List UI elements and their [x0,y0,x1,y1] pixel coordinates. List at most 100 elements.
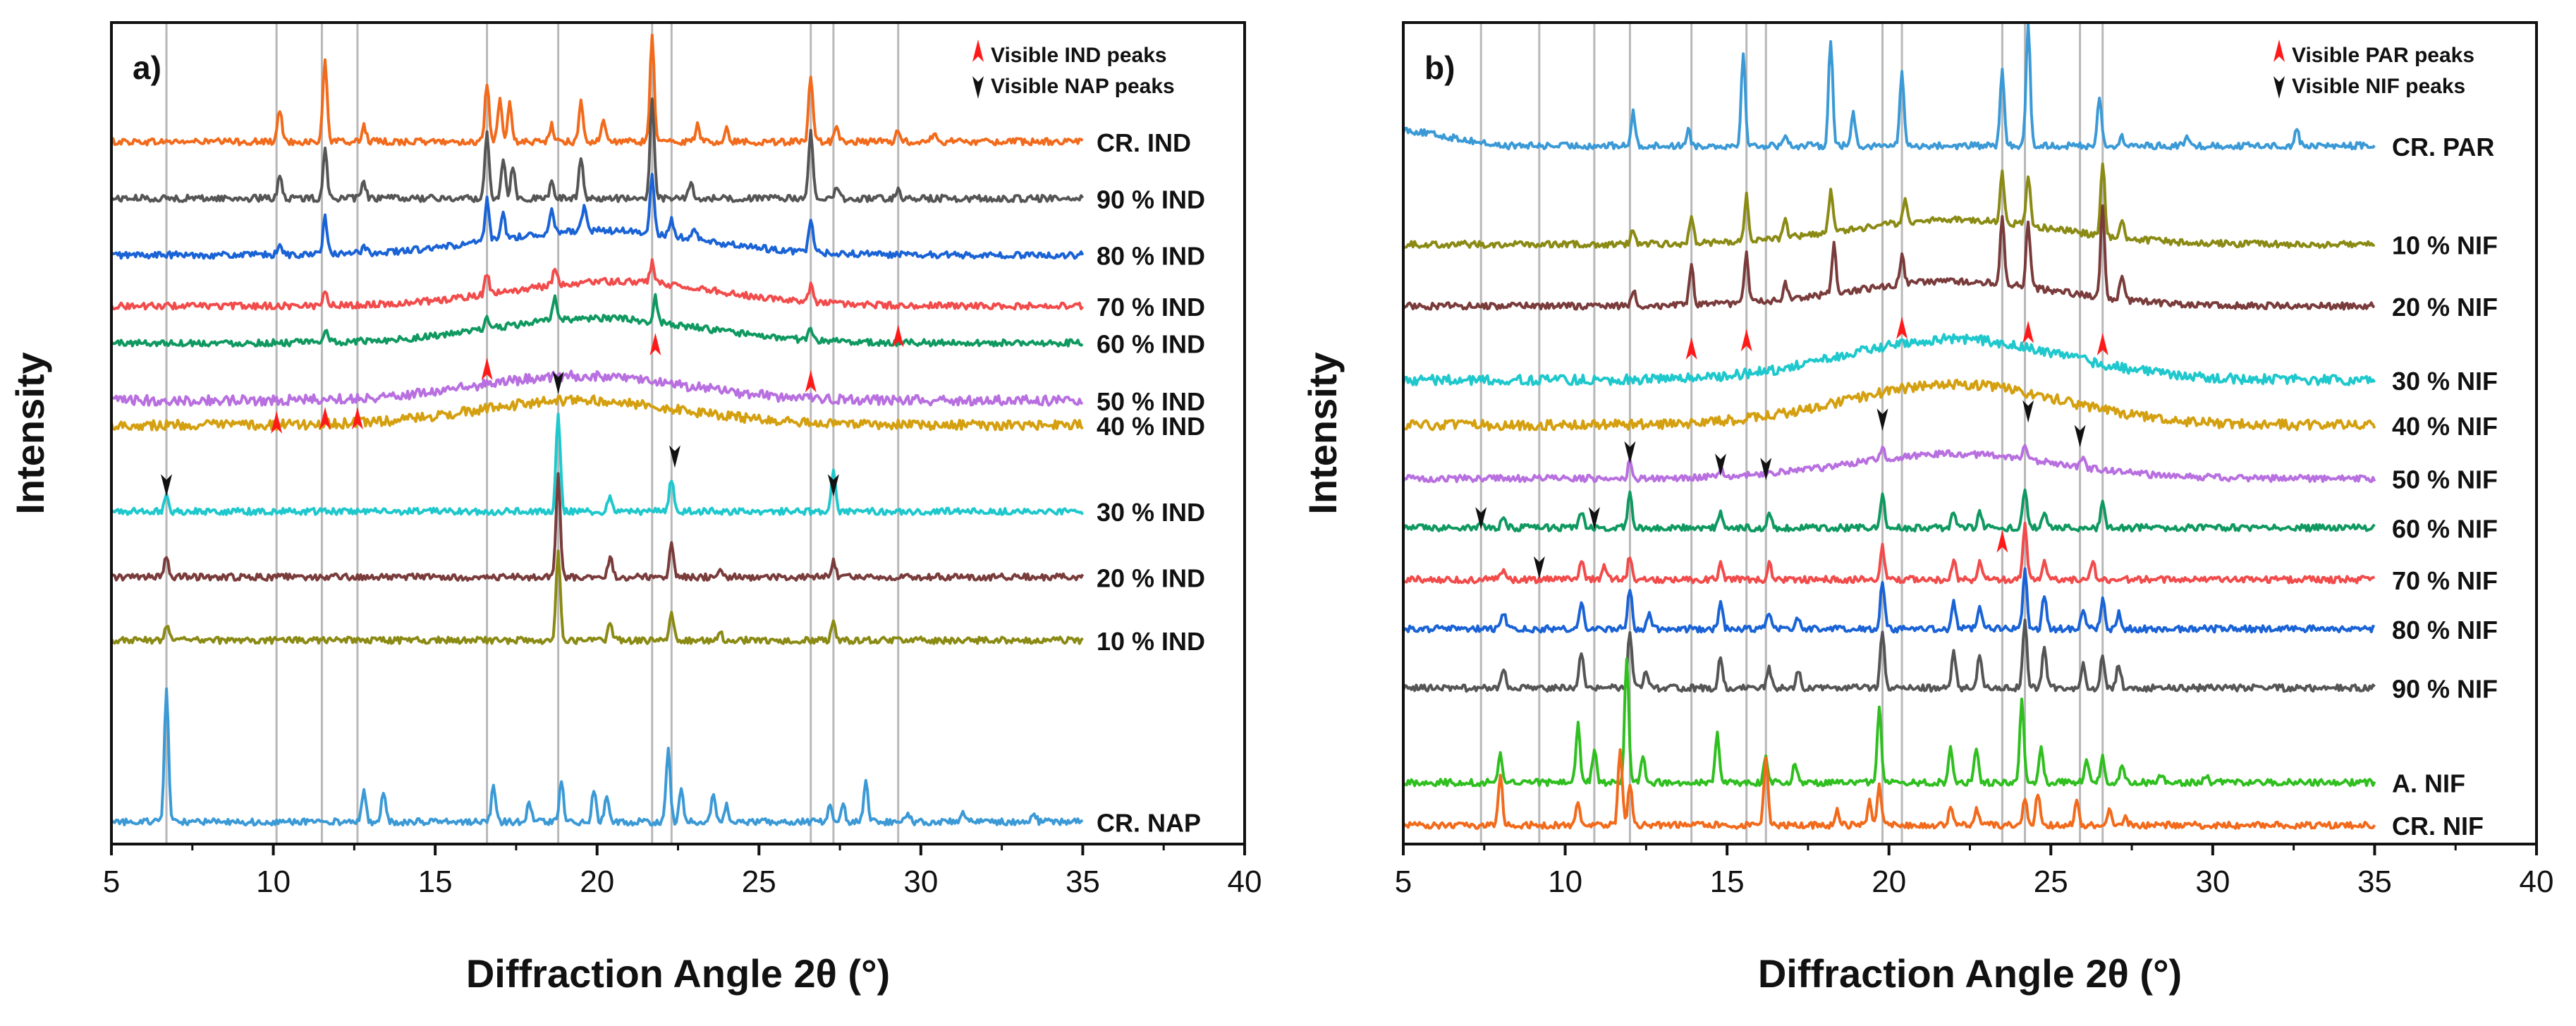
legend-par-label: Visible PAR peaks [2292,44,2474,67]
panel-a-y-axis-title: Intensity [8,352,52,514]
panel-b-y-axis-title: Intensity [1300,352,1345,514]
trace-label-10-pct-nif: 10 % NIF [2392,231,2498,260]
x-tick-label: 5 [1395,865,1412,899]
trace-label-80-pct-nif: 80 % NIF [2392,616,2498,645]
trace-80-pct-nif [1402,567,2376,634]
legend-down-marker-a [972,76,984,99]
visible-peak-marker-up [892,324,904,348]
visible-peak-marker-up [1896,316,1908,339]
visible-peak-marker-up [649,333,661,356]
legend-up-marker-b [2273,39,2285,62]
trace-20-pct-ind [111,472,1085,582]
trace-label-40-pct-ind: 40 % IND [1097,412,1205,441]
trace-40-pct-nif [1403,379,2376,432]
trace-30-pct-nif [1402,333,2376,386]
visible-peak-marker-up [2022,320,2034,343]
trace-10-pct-nif [1403,162,2376,250]
trace-40-pct-ind [110,394,1084,432]
trace-label-cr-ind: CR. IND [1097,128,1191,157]
visible-peak-marker-down [669,445,680,468]
trace-label-30-pct-nif: 30 % NIF [2392,367,2498,396]
trace-label-40-pct-nif: 40 % NIF [2392,412,2498,441]
x-tick-label: 30 [903,865,938,899]
trace-label-50-pct-nif: 50 % NIF [2392,465,2498,494]
trace-label-30-pct-ind: 30 % IND [1097,498,1205,527]
x-tick-label: 25 [2034,865,2068,899]
legend-nap-label: Visible NAP peaks [991,75,1175,98]
legend-up-arrow [2273,39,2285,62]
trace-60-pct-nif [1402,488,2376,533]
x-tick-label: 30 [2195,865,2230,899]
panel-a-x-axis-title: Diffraction Angle 2θ (°) [466,951,890,996]
visible-peak-marker-down [1714,453,1726,477]
panel-a: CR. IND 90 % IND 80 % IND 70 % IND 60 % IND 5… [8,21,1262,996]
trace-label-10-pct-ind: 10 % IND [1097,627,1205,656]
x-tick-label: 15 [1710,865,1745,899]
visible-peak-marker-down [1624,441,1636,464]
visible-peak-marker-up [319,407,331,430]
trace-label-90-pct-ind: 90 % IND [1097,185,1205,214]
trace-label-60-pct-nif: 60 % NIF [2392,514,2498,543]
trace-10-pct-ind [110,549,1084,645]
panel-b-x-axis-title: Diffraction Angle 2θ (°) [1758,951,2182,996]
x-tick-label: 25 [742,865,776,899]
trace-label-80-pct-ind: 80 % IND [1097,242,1205,271]
x-tick-label: 35 [1066,865,1100,899]
x-tick-label: 20 [1872,865,1906,899]
trace-label-90-pct-nif: 90 % NIF [2392,675,2498,704]
trace-70-pct-ind [110,258,1084,311]
trace-label-70-pct-nif: 70 % NIF [2392,566,2498,595]
panel-a-legend: Visible IND peaks Visible NAP peaks [972,39,1175,99]
visible-peak-marker-up [2096,333,2108,356]
x-tick-label: 40 [1228,865,1262,899]
trace-30-pct-ind [110,413,1085,516]
visible-peak-marker-down [552,371,564,394]
trace-90-pct-ind [110,97,1085,203]
visible-peak-marker-up [1740,329,1752,352]
trace-label-cr-nap: CR. NAP [1097,809,1201,838]
x-tick-label: 15 [418,865,453,899]
trace-90-pct-nif [1402,618,2376,693]
legend-down-marker-b [2273,76,2285,99]
trace-cr-par [1402,22,2376,151]
visible-peak-marker-down [1533,556,1545,579]
trace-label-a-nif: A. NIF [2392,769,2465,798]
trace-50-pct-nif [1402,444,2376,484]
trace-60-pct-ind [110,293,1084,348]
trace-cr-nap [110,687,1084,827]
trace-label-20-pct-nif: 20 % NIF [2392,293,2498,322]
legend-down-arrow [972,76,984,99]
panel-b-legend: Visible PAR peaks Visible NIF peaks [2273,39,2474,99]
panel-b-label: b) [1424,49,1455,86]
visible-peak-marker-up [1996,530,2008,553]
visible-peak-marker-up [805,370,817,393]
trace-cr-ind [110,33,1084,147]
x-tick-label: 35 [2357,865,2392,899]
visible-peak-marker-down [2074,425,2086,448]
trace-50-pct-ind [111,370,1083,407]
visible-peak-marker-down [161,474,173,497]
visible-peak-marker-down [1760,458,1772,481]
visible-peak-marker-down [2022,400,2034,423]
trace-70-pct-nif [1403,521,2376,585]
visible-peak-marker-up [481,358,493,381]
trace-label-cr-par: CR. PAR [2392,133,2494,161]
visible-peak-marker-up [1685,337,1697,360]
visible-peak-marker-down [1588,507,1600,530]
visible-peak-marker-down [827,474,839,497]
trace-label-50-pct-ind: 50 % IND [1097,387,1205,416]
x-tick-label: 10 [1548,865,1582,899]
visible-peak-marker-down [1475,507,1487,530]
x-tick-label: 10 [256,865,291,899]
x-tick-label: 5 [103,865,120,899]
legend-down-arrow [2273,76,2285,99]
trace-label-60-pct-ind: 60 % IND [1097,329,1205,358]
visible-peak-marker-down [1876,408,1888,432]
x-tick-label: 20 [580,865,614,899]
legend-ind-label: Visible IND peaks [991,44,1167,67]
legend-up-arrow [972,39,984,62]
trace-label-20-pct-ind: 20 % IND [1097,563,1205,592]
trace-20-pct-nif [1402,204,2375,311]
